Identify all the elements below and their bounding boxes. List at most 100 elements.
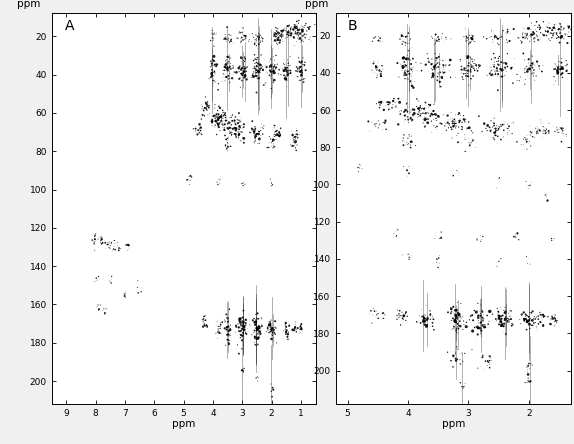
Point [211, 70, 220, 77]
Point [223, 139, 232, 146]
Point [281, 329, 290, 336]
Point [531, 314, 540, 321]
Point [526, 33, 536, 40]
Point [400, 72, 409, 79]
Point [438, 75, 447, 82]
Point [255, 135, 264, 143]
Point [254, 315, 263, 322]
Point [487, 56, 496, 63]
Point [296, 321, 305, 329]
Point [279, 67, 288, 75]
Point [432, 123, 441, 130]
Point [526, 314, 535, 321]
Point [246, 129, 255, 136]
Point [210, 114, 219, 121]
Point [498, 27, 507, 34]
Point [225, 75, 234, 82]
Point [523, 33, 533, 40]
Point [448, 363, 457, 370]
Point [272, 24, 281, 32]
Point [494, 71, 503, 78]
Point [299, 32, 308, 39]
Point [548, 32, 557, 39]
Point [494, 315, 503, 322]
Point [487, 357, 496, 364]
Point [419, 315, 428, 322]
Point [437, 74, 447, 81]
Point [568, 35, 574, 42]
Point [280, 63, 289, 71]
Point [478, 309, 487, 316]
Point [107, 239, 116, 246]
Point [493, 35, 502, 42]
Point [267, 325, 277, 332]
Point [252, 315, 261, 322]
Point [544, 127, 553, 135]
Point [539, 314, 548, 321]
Point [216, 119, 226, 126]
Point [404, 251, 413, 258]
Point [553, 68, 562, 75]
Point [281, 329, 290, 336]
Point [216, 323, 225, 330]
Point [521, 379, 530, 386]
Point [455, 115, 464, 122]
Point [227, 131, 236, 138]
Point [557, 63, 566, 70]
Point [269, 142, 278, 149]
Point [234, 328, 243, 335]
Point [450, 122, 459, 129]
Point [92, 274, 101, 281]
Point [490, 132, 499, 139]
Point [543, 24, 552, 31]
Point [444, 120, 453, 127]
Point [413, 111, 422, 118]
Point [254, 374, 263, 381]
Point [270, 70, 280, 77]
Point [109, 246, 118, 253]
Point [499, 322, 509, 329]
Point [292, 326, 301, 333]
Point [223, 36, 232, 43]
Point [397, 32, 406, 39]
Point [223, 143, 232, 151]
Point [400, 63, 409, 71]
Point [460, 117, 470, 124]
Point [371, 65, 381, 72]
Point [199, 321, 208, 329]
Point [250, 134, 259, 141]
Point [559, 24, 568, 32]
Point [94, 306, 103, 313]
Point [549, 81, 559, 88]
Point [252, 133, 261, 140]
Point [252, 319, 261, 326]
Point [393, 306, 402, 313]
Point [253, 44, 262, 52]
Point [498, 73, 507, 80]
Point [428, 323, 437, 330]
Point [550, 128, 560, 135]
Point [296, 68, 305, 75]
Point [297, 37, 306, 44]
Point [398, 316, 408, 323]
Point [199, 107, 208, 114]
Point [221, 112, 230, 119]
Point [373, 37, 382, 44]
Point [223, 317, 232, 324]
Point [294, 33, 304, 40]
Point [523, 313, 533, 320]
Point [393, 312, 402, 319]
Point [524, 34, 533, 41]
Point [371, 123, 381, 130]
Point [449, 321, 459, 329]
Point [209, 69, 218, 76]
Point [379, 315, 388, 322]
Point [453, 119, 463, 126]
Point [250, 38, 259, 45]
Point [96, 234, 106, 241]
Point [398, 64, 408, 71]
Point [419, 316, 428, 323]
Point [490, 33, 499, 40]
Point [497, 255, 506, 262]
Point [461, 35, 471, 42]
